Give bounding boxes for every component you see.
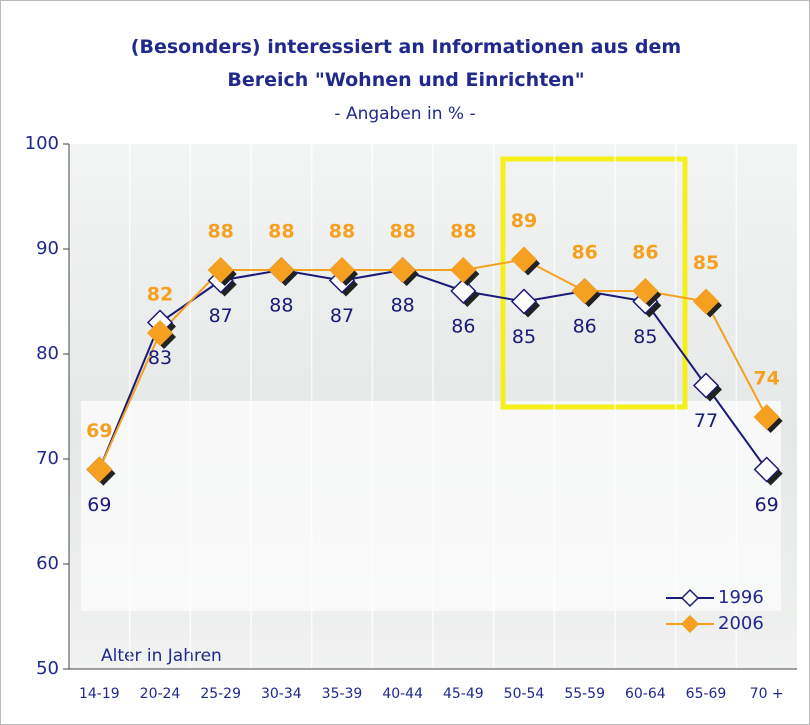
data-label: 88 [207,221,233,243]
x-tick-label: 70 + [750,686,784,702]
y-tick-label: 50 [36,658,59,679]
data-label: 88 [269,295,293,317]
data-label: 69 [755,494,779,516]
y-tick-label: 70 [36,448,59,469]
data-label: 88 [329,221,355,243]
marker [510,288,538,315]
marker [450,277,477,305]
data-label: 86 [632,242,658,264]
x-tick-label: 45-49 [443,686,484,702]
y-tick-label: 80 [36,343,59,364]
data-label: 85 [512,326,536,348]
y-tick-label: 60 [36,553,59,574]
legend-label: 2006 [718,613,764,634]
data-label: 88 [389,221,415,243]
x-tick-label: 20-24 [140,686,181,702]
x-axis-label: Alter in Jahren [101,646,222,666]
data-label: 86 [573,316,597,338]
marker [692,288,720,315]
chart-title: (Besonders) interessiert an Informatione… [130,36,682,91]
data-label: 85 [633,326,657,348]
data-label: 87 [209,305,233,327]
marker [207,256,234,284]
legend-label: 1996 [718,587,764,608]
series-line [98,268,768,471]
data-label: 74 [753,368,779,390]
marker [450,256,477,284]
photo-sofa [81,401,781,611]
x-tick-label: 40-44 [382,686,423,702]
marker [86,456,113,483]
x-tick-label: 60-64 [625,686,666,702]
y-tick-label: 100 [25,133,59,154]
chart-subtitle: - Angaben in % - [334,104,476,124]
marker [268,256,295,284]
marker [510,246,538,273]
x-tick-label: 30-34 [261,686,302,702]
data-label: 77 [694,410,718,432]
x-tick-label: 55-59 [564,686,605,702]
data-label: 88 [450,221,476,243]
data-label: 86 [571,242,597,264]
x-tick-label: 65-69 [686,686,727,702]
highlight-box [500,156,688,410]
data-label: 82 [147,284,173,306]
legend-marker [680,614,700,634]
data-label: 83 [148,347,172,369]
marker [328,256,356,284]
y-tick-label: 90 [36,238,59,259]
x-tick-label: 14-19 [79,686,120,702]
legend-marker [680,588,700,608]
data-label: 69 [86,420,112,442]
marker [753,456,780,483]
x-tick-label: 50-54 [504,686,545,702]
data-label: 85 [693,252,719,274]
marker [571,277,598,305]
data-label: 87 [330,305,354,327]
marker [753,403,780,431]
data-label: 86 [451,316,475,338]
x-tick-label: 25-29 [200,686,241,702]
x-tick-label: 35-39 [322,686,363,702]
data-label: 89 [511,210,537,232]
data-label: 88 [391,295,415,317]
data-label: 88 [268,221,294,243]
marker [692,372,720,399]
marker [146,319,174,347]
marker [632,277,659,305]
data-label: 69 [87,494,111,516]
marker [389,256,416,284]
